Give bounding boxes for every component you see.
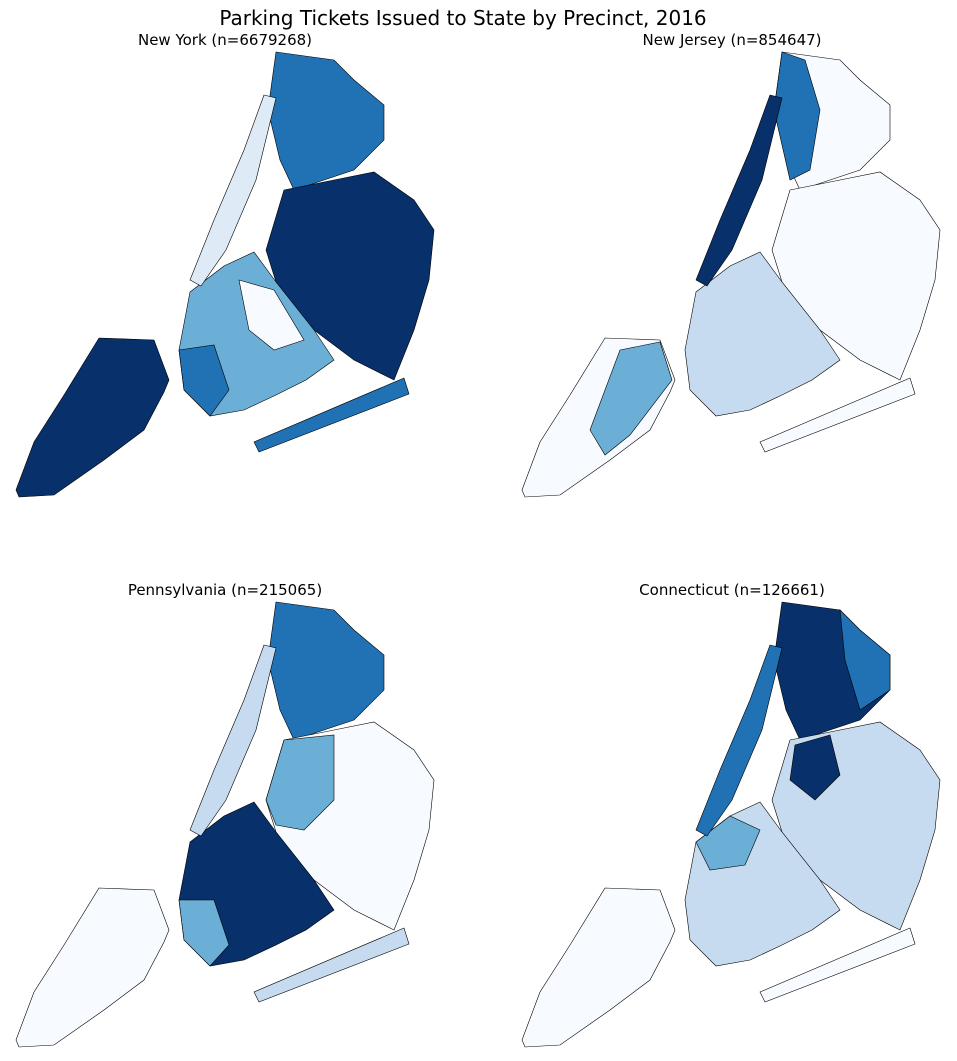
figure-title: Parking Tickets Issued to State by Preci… [219, 6, 706, 30]
borough [189, 94, 277, 287]
map-title: Connecticut (n=126661) [639, 581, 825, 599]
borough [189, 644, 277, 837]
precinct [178, 899, 230, 967]
precinct [178, 344, 230, 417]
borough [695, 644, 783, 837]
precinct [238, 279, 305, 351]
map-title: Pennsylvania (n=215065) [128, 581, 322, 599]
precinct [265, 734, 335, 831]
map [15, 51, 435, 498]
borough [267, 601, 385, 741]
borough [695, 94, 783, 287]
map-title: New York (n=6679268) [138, 31, 312, 49]
map-title: New Jersey (n=854647) [642, 31, 821, 49]
map [521, 601, 941, 1048]
precinct [589, 341, 673, 456]
borough [15, 887, 170, 1048]
precinct [789, 734, 841, 801]
precinct [695, 815, 761, 871]
precinct [839, 609, 891, 711]
borough [267, 51, 385, 191]
borough [521, 887, 676, 1048]
map [521, 51, 941, 498]
borough [15, 337, 170, 498]
map [15, 601, 435, 1048]
